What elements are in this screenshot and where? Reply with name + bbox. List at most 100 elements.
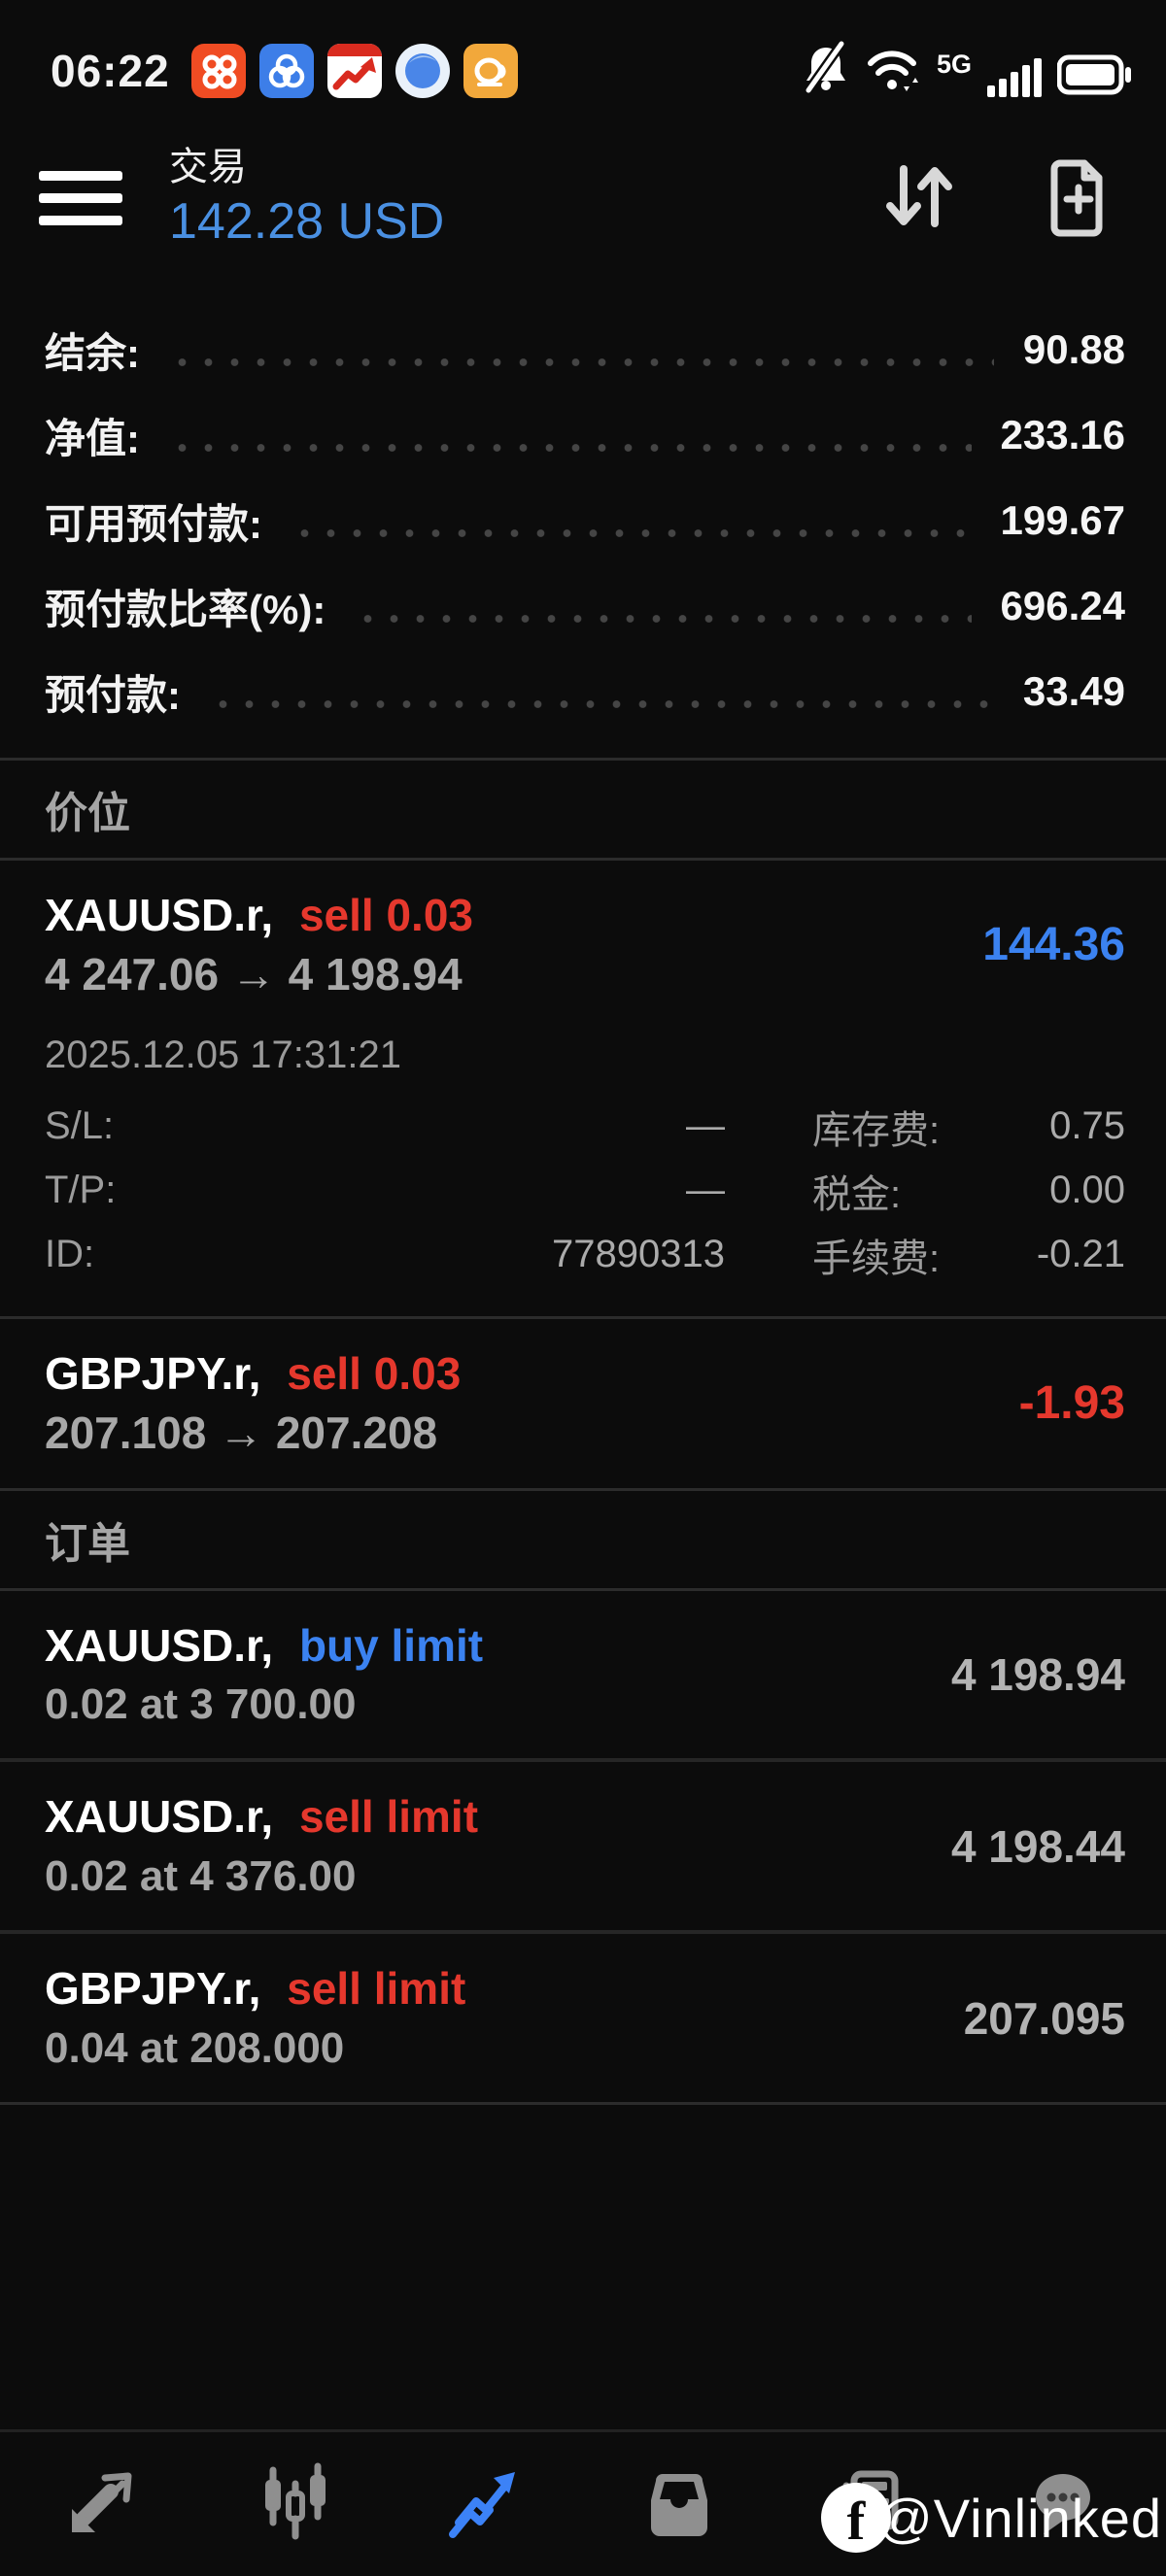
row-value: 33.49	[1022, 668, 1125, 714]
detail-tp: T/P: —	[45, 1159, 725, 1223]
account-row-margin-level: 预付款比率(%): 696.24	[45, 563, 1125, 649]
row-label: 预付款比率(%):	[45, 586, 326, 632]
position-side: sell 0.03	[287, 1347, 462, 1399]
order-row-xauusd-sell-limit[interactable]: XAUUSD.r, sell limit 0.02 at 4 376.00 4 …	[0, 1762, 1166, 1930]
order-symbol: XAUUSD.r,	[45, 1791, 274, 1843]
wifi-icon	[865, 44, 921, 97]
browser-app-icon	[394, 44, 450, 98]
divider	[0, 1930, 1166, 1935]
detail-value: 77890313	[552, 1233, 725, 1276]
order-type: sell limit	[298, 1791, 479, 1843]
divider	[0, 1758, 1166, 1763]
tab-history[interactable]	[601, 2446, 757, 2562]
app-bar: 交易 142.28 USD	[0, 117, 1166, 280]
order-row-gbpjpy-sell-limit[interactable]: GBPJPY.r, sell limit 0.04 at 208.000 207…	[0, 1934, 1166, 2102]
row-value: 696.24	[1000, 583, 1125, 628]
detail-value: —	[686, 1169, 725, 1212]
order-current-price: 4 198.44	[950, 1820, 1125, 1872]
order-type: buy limit	[298, 1619, 484, 1671]
row-value: 199.67	[1000, 497, 1125, 543]
order-current-price: 4 198.94	[950, 1649, 1125, 1700]
row-value: 233.16	[1000, 412, 1125, 458]
row-value: 90.88	[1022, 326, 1125, 372]
order-volume-price: 0.02 at 4 376.00	[45, 1852, 357, 1901]
account-row-margin: 预付款: 33.49	[45, 649, 1125, 734]
tab-trade-active[interactable]	[409, 2446, 565, 2562]
detail-label: 手续费:	[812, 1237, 941, 1280]
dotted-leader	[169, 357, 994, 367]
status-indicators: 5G	[803, 40, 1133, 103]
stocks-app-icon	[326, 44, 382, 98]
detail-id: ID: 77890313	[45, 1223, 725, 1287]
facebook-icon: f	[820, 2483, 891, 2553]
row-label: 可用预付款:	[45, 500, 262, 547]
detail-value: 0.00	[1049, 1169, 1125, 1212]
position-row-gbpjpy[interactable]: GBPJPY.r, sell 0.03 207.108 → 207.208 -1…	[0, 1319, 1166, 1488]
sort-button[interactable]	[874, 152, 964, 246]
divider	[0, 858, 1166, 861]
divider	[0, 2102, 1166, 2106]
divider	[0, 758, 1166, 761]
title-block: 交易 142.28 USD	[169, 145, 444, 252]
position-details: S/L: — 库存费: 0.75 T/P: — 税金: 0.00 ID: 778…	[45, 1095, 1125, 1287]
kuaishou-app-icon	[190, 44, 246, 98]
network-type-label: 5G	[936, 49, 972, 79]
account-row-free-margin: 可用预付款: 199.67	[45, 478, 1125, 563]
position-symbol: XAUUSD.r,	[45, 890, 274, 940]
detail-tax: 税金: 0.00	[812, 1159, 1125, 1223]
tab-quotes[interactable]	[26, 2446, 182, 2562]
dotted-leader	[292, 528, 972, 538]
position-prices: 4 247.06 → 4 198.94	[45, 948, 463, 1000]
order-symbol: GBPJPY.r,	[45, 1963, 261, 2015]
dotted-leader	[355, 614, 972, 624]
order-type: sell limit	[287, 1963, 466, 2015]
row-label: 结余:	[45, 329, 140, 376]
signal-strength-icon	[987, 57, 1042, 97]
rings-app-icon	[258, 44, 314, 98]
watermark: f @Vinlinked	[820, 2483, 1162, 2553]
position-profit: -1.93	[1018, 1377, 1125, 1430]
account-summary: 结余: 90.88 净值: 233.16 可用预付款: 199.67 预付款比率…	[0, 280, 1166, 758]
position-profit: 144.36	[982, 919, 1125, 971]
empty-area	[0, 2105, 1166, 2429]
new-order-button[interactable]	[1034, 152, 1123, 246]
order-volume-price: 0.02 at 3 700.00	[45, 1680, 357, 1729]
menu-button[interactable]	[39, 171, 124, 225]
detail-label: 库存费:	[812, 1108, 941, 1152]
page-title: 交易	[169, 145, 247, 188]
divider	[0, 1587, 1166, 1591]
account-balance: 142.28 USD	[169, 192, 445, 250]
dotted-leader	[169, 443, 972, 453]
row-label: 净值:	[45, 415, 140, 461]
divider	[0, 1487, 1166, 1491]
row-label: 预付款:	[45, 671, 181, 718]
position-timestamp: 2025.12.05 17:31:21	[45, 1033, 402, 1076]
tab-chat[interactable]	[984, 2446, 1140, 2562]
detail-commission: 手续费: -0.21	[812, 1223, 1125, 1287]
order-row-xauusd-buy-limit[interactable]: XAUUSD.r, buy limit 0.02 at 3 700.00 4 1…	[0, 1591, 1166, 1759]
orders-section-header: 订单	[45, 1519, 130, 1568]
battery-icon	[1056, 53, 1133, 101]
position-prices: 207.108 → 207.208	[45, 1407, 438, 1458]
position-row-xauusd[interactable]: XAUUSD.r, sell 0.03 4 247.06 → 4 198.94 …	[0, 861, 1166, 1316]
bell-muted-icon	[803, 40, 849, 99]
status-bar: 06:22 5G	[0, 0, 1166, 117]
detail-label: ID:	[45, 1233, 95, 1276]
tab-charts[interactable]	[218, 2446, 373, 2562]
position-side: sell 0.03	[298, 890, 473, 940]
coffee-app-icon	[463, 44, 518, 98]
bottom-navigation	[0, 2429, 1166, 2576]
detail-swap: 库存费: 0.75	[812, 1095, 1125, 1159]
detail-label: S/L:	[45, 1104, 115, 1148]
dotted-leader	[210, 699, 994, 709]
facebook-f-glyph: f	[846, 2491, 866, 2552]
position-symbol: GBPJPY.r,	[45, 1347, 261, 1399]
account-row-balance: 结余: 90.88	[45, 307, 1125, 392]
order-current-price: 207.095	[963, 1992, 1125, 2044]
notification-icons	[190, 44, 518, 98]
positions-section-header: 价位	[45, 790, 130, 837]
detail-value: 0.75	[1049, 1104, 1125, 1148]
order-volume-price: 0.04 at 208.000	[45, 2024, 345, 2073]
watermark-handle: @Vinlinked	[876, 2487, 1162, 2549]
